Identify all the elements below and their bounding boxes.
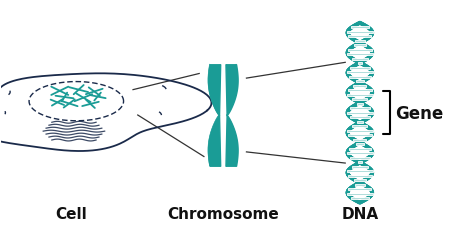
Text: Gene: Gene bbox=[395, 104, 444, 122]
Text: Cell: Cell bbox=[56, 206, 88, 221]
Text: Chromosome: Chromosome bbox=[167, 206, 279, 221]
Text: DNA: DNA bbox=[341, 206, 378, 221]
